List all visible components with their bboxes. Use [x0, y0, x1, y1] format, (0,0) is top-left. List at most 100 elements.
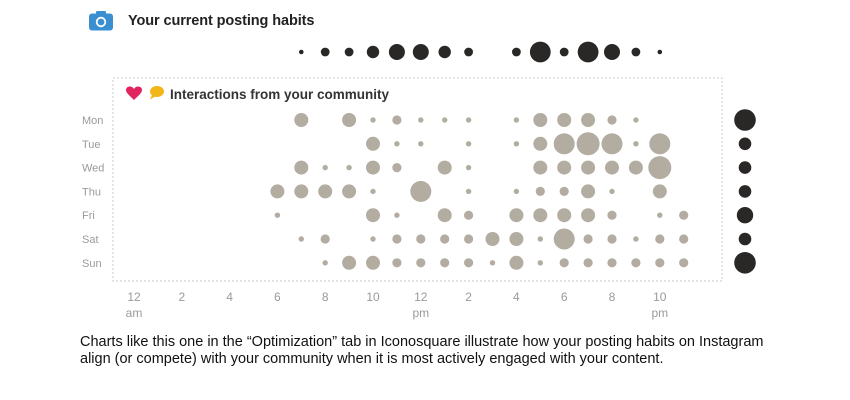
posting-dot-hour-14 [464, 47, 473, 57]
community-dot-fri-14 [464, 210, 474, 220]
speech-bubble-icon [150, 86, 164, 100]
community-dot-thu-18 [559, 186, 569, 196]
community-dot-mon-10 [370, 117, 376, 123]
community-dot-wed-22 [648, 156, 672, 180]
community-dot-thu-10 [370, 188, 376, 195]
community-dot-wed-21 [628, 160, 643, 175]
community-dot-sun-10 [366, 255, 380, 270]
community-dot-fri-22 [657, 212, 663, 218]
x-axis-ticks: 12 am 2 4 6 8 10 12 pm 2 4 6 8 10 pm [126, 290, 668, 320]
posting-dot-hour-10 [366, 45, 380, 59]
community-dot-sat-18 [553, 228, 575, 250]
posting-dot-hour-17 [529, 41, 551, 63]
community-dot-mon-18 [557, 113, 572, 127]
community-dot-mon-12 [418, 117, 424, 123]
community-dot-tue-16 [513, 141, 520, 147]
community-dot-thu-17 [535, 186, 545, 196]
x-tick-6: 6 [274, 290, 281, 304]
community-dot-sun-12 [416, 258, 426, 268]
day-label-sat: Sat [82, 234, 99, 246]
community-dot-fri-20 [607, 210, 617, 220]
community-dot-thu-16 [513, 188, 520, 195]
community-dot-sat-15 [485, 232, 500, 246]
community-dot-fri-13 [437, 208, 452, 223]
community-dot-wed-7 [294, 160, 309, 175]
x-tick-14: 2 [465, 290, 472, 304]
community-dot-wed-20 [605, 160, 619, 175]
community-dot-wed-11 [392, 163, 402, 173]
posting-dot-sat [738, 232, 752, 246]
community-dot-tue-22 [649, 133, 671, 155]
community-dot-sat-8 [320, 234, 330, 244]
community-dot-sun-20 [607, 258, 617, 268]
posting-dot-fri [736, 207, 754, 224]
x-tick-4: 4 [226, 290, 233, 304]
community-dot-sun-17 [537, 260, 543, 266]
community-dot-mon-7 [294, 113, 309, 127]
community-dot-fri-18 [557, 208, 572, 223]
community-dot-sat-22 [655, 234, 665, 244]
community-dot-sat-16 [509, 232, 524, 246]
community-dot-mon-17 [533, 113, 548, 127]
community-dot-wed-9 [346, 164, 352, 171]
x-tick-10: 10 [366, 290, 380, 304]
community-dot-mon-21 [633, 117, 639, 123]
community-dot-wed-10 [366, 160, 380, 175]
community-dot-thu-22 [652, 184, 667, 199]
community-dot-wed-8 [322, 164, 328, 171]
community-dot-sat-20 [607, 234, 617, 244]
community-dot-wed-14 [465, 164, 472, 171]
posting-dot-sun [734, 251, 756, 274]
community-dot-mon-14 [465, 117, 472, 123]
community-dot-fri-10 [366, 208, 380, 223]
community-dot-fri-19 [581, 208, 596, 223]
community-dot-sun-16 [509, 255, 524, 270]
community-dot-thu-12 [410, 180, 432, 202]
community-dot-sat-12 [416, 234, 426, 244]
posting-habits-header: Your current posting habits [88, 8, 314, 34]
day-label-fri: Fri [82, 210, 95, 222]
community-dot-tue-12 [418, 141, 424, 147]
community-dot-thu-7 [294, 184, 309, 199]
community-dot-sun-21 [631, 258, 641, 268]
posting-dot-hour-18 [559, 47, 569, 57]
posting-habits-title: Your current posting habits [128, 13, 315, 29]
community-dot-sun-22 [655, 258, 665, 268]
x-tick-20: 8 [609, 290, 616, 304]
day-label-tue: Tue [82, 139, 101, 151]
community-dot-sat-7 [298, 236, 304, 242]
community-dot-thu-19 [581, 184, 596, 199]
x-tick-sub-12: pm [412, 306, 429, 320]
community-dot-sun-23 [679, 258, 689, 268]
community-dot-mon-16 [513, 117, 520, 123]
community-dot-sat-14 [464, 234, 474, 244]
community-dot-wed-13 [437, 160, 452, 175]
community-dot-sat-17 [537, 236, 543, 242]
camera-icon [89, 11, 113, 31]
community-dot-wed-18 [557, 160, 572, 175]
community-dot-thu-14 [465, 188, 472, 195]
heart-icon [126, 86, 142, 100]
posting-dot-wed [738, 161, 752, 174]
community-dot-mon-11 [392, 115, 402, 125]
posting-dot-hour-11 [388, 44, 405, 60]
community-dot-sat-11 [392, 234, 402, 244]
posting-dot-hour-12 [412, 44, 429, 60]
posting-dot-hour-20 [604, 44, 620, 60]
community-dot-sat-23 [679, 234, 689, 244]
day-label-sun: Sun [82, 258, 102, 270]
community-dot-tue-17 [533, 136, 548, 151]
community-dot-sat-10 [370, 236, 376, 242]
community-dot-thu-20 [609, 188, 615, 195]
x-tick-22: 10 [653, 290, 667, 304]
posting-dot-hour-21 [631, 47, 641, 57]
community-dot-tue-14 [465, 141, 472, 147]
x-tick-16: 4 [513, 290, 520, 304]
day-labels: Mon Tue Wed Thu Fri Sat Sun [82, 115, 104, 270]
day-label-thu: Thu [82, 186, 101, 198]
posting-dot-thu [738, 185, 752, 198]
x-tick-18: 6 [561, 290, 568, 304]
posting-dot-hour-13 [438, 45, 451, 59]
community-dot-thu-6 [270, 184, 285, 199]
posting-dot-hour-7 [299, 49, 304, 55]
